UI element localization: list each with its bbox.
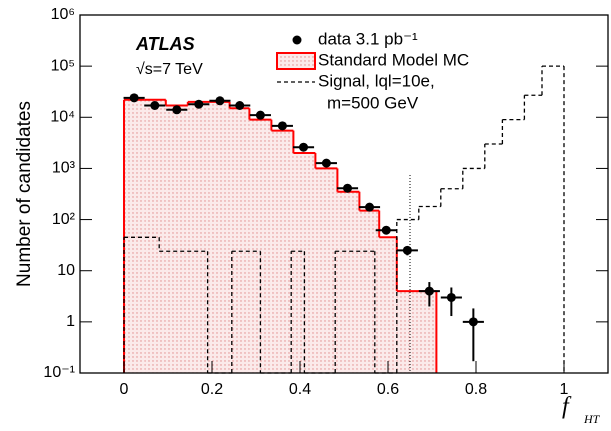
mc-bin xyxy=(293,153,316,373)
data-point xyxy=(321,158,331,168)
mc-bin xyxy=(396,291,437,373)
mc-bin xyxy=(359,210,380,373)
mc-bin xyxy=(187,101,210,373)
x-tick-label: 0 xyxy=(120,381,129,398)
data-point xyxy=(402,245,412,255)
data-point xyxy=(424,286,434,296)
mc-bin xyxy=(337,191,360,373)
x-tick-label: 0.8 xyxy=(465,381,487,398)
data-point xyxy=(365,202,375,212)
mc-bin xyxy=(144,99,166,373)
y-tick-label: 10 xyxy=(57,262,75,279)
data-point xyxy=(277,121,287,131)
y-tick-label: 1 xyxy=(66,313,75,330)
legend-label: data 3.1 pb⁻¹ xyxy=(318,29,418,48)
data-point xyxy=(255,110,265,120)
data-point xyxy=(129,93,139,103)
plot-area xyxy=(123,65,565,374)
mc-bin xyxy=(124,99,145,373)
data-point xyxy=(468,317,478,327)
y-axis-label: Number of candidates xyxy=(14,101,35,287)
y-tick-label: 10⁴ xyxy=(50,109,75,126)
x-axis-label: f xyxy=(562,394,572,420)
y-tick-label: 10⁶ xyxy=(51,6,75,23)
y-tick-label: 10³ xyxy=(52,160,76,177)
mc-bin xyxy=(271,130,294,373)
y-tick-label: 10⁻¹ xyxy=(43,364,75,381)
data-point xyxy=(381,225,391,235)
legend-marker xyxy=(276,52,316,70)
mc-bin xyxy=(379,237,397,373)
energy-label: √s=7 TeV xyxy=(136,61,203,78)
mc-bin xyxy=(165,105,188,373)
legend-label: Signal, lql=10e, xyxy=(318,71,435,90)
x-tick-label: 0.2 xyxy=(201,381,223,398)
data-point xyxy=(446,292,456,302)
mc-bin xyxy=(249,119,272,373)
plot-frame xyxy=(79,14,609,374)
legend-label: m=500 GeV xyxy=(327,93,419,112)
y-tick-label: 10² xyxy=(52,211,76,228)
x-tick-label: 0.4 xyxy=(289,381,311,398)
mc-bin xyxy=(209,101,230,373)
data-point xyxy=(215,96,225,106)
data-point xyxy=(172,105,182,115)
data-point xyxy=(235,100,245,110)
data-point xyxy=(150,100,160,110)
legend-label: Standard Model MC xyxy=(318,50,469,69)
x-tick-label: 0.6 xyxy=(377,381,399,398)
x-axis-label-sub: HT xyxy=(583,412,601,426)
data-point xyxy=(299,142,309,152)
x-tick-label: 1 xyxy=(560,381,569,398)
data-point xyxy=(194,99,204,109)
atlas-label: ATLAS xyxy=(135,34,195,54)
mc-bin xyxy=(229,108,250,373)
mc-bin xyxy=(315,168,338,373)
y-tick-label: 10⁵ xyxy=(51,57,75,74)
legend-marker xyxy=(292,35,302,45)
data-point xyxy=(343,183,353,193)
